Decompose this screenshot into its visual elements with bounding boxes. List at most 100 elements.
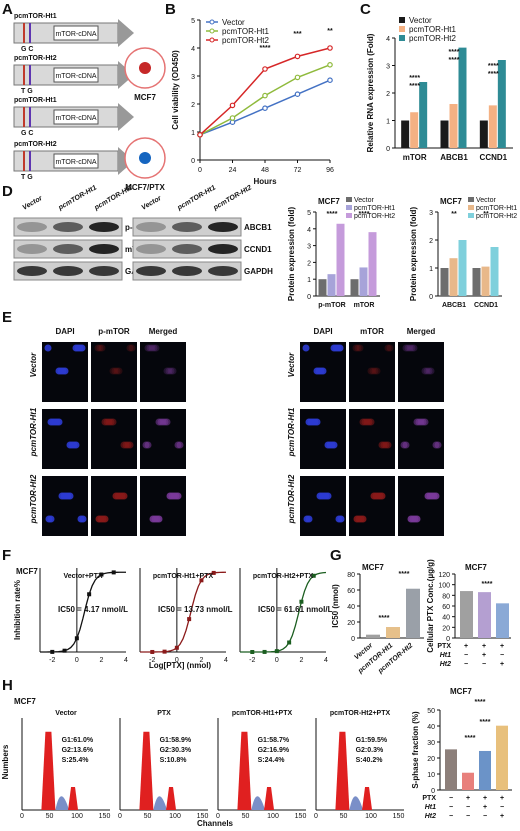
- micro-cell: [302, 344, 310, 352]
- chart-b-sig: **: [327, 28, 333, 35]
- chart-h-s-label: S:10.8%: [160, 757, 188, 764]
- blot-column-label: pcmTOR-Ht2: [212, 184, 253, 212]
- chart-f-point: [87, 592, 92, 597]
- chart-f-point: [111, 570, 116, 575]
- chart-c-legend-label: Vector: [409, 16, 432, 25]
- chart-c-ylabel: Relative RNA expression (Fold): [366, 33, 375, 152]
- chart-h2-row-sign: −: [466, 813, 470, 820]
- micro-tile: [42, 476, 88, 536]
- chart-d2-bar: [458, 240, 467, 296]
- chart-b-point: [262, 105, 268, 112]
- micro-tile: [91, 409, 137, 469]
- chart-c-sig: ****: [409, 83, 420, 90]
- micro-cell: [378, 441, 386, 449]
- chart-c-bar: [401, 120, 410, 148]
- chart-f-xtick-label: -2: [149, 657, 155, 664]
- snp-letters: G C: [21, 130, 33, 137]
- cdna-box: [53, 153, 99, 169]
- chart-b-ytick-label: 0: [191, 158, 195, 165]
- chart-c-legend-swatch: [399, 35, 405, 41]
- chart-d2-legend-swatch: [468, 197, 474, 202]
- chart-h2-bar: [496, 725, 508, 790]
- chart-h-g1-peak: [237, 731, 252, 810]
- chart-f-fit-curve: [139, 571, 227, 653]
- chart-d2-ytick-label: 1: [429, 266, 433, 273]
- chart-h2-row-sign: −: [466, 804, 470, 811]
- chart-g2-ytick-label: 40: [442, 615, 450, 622]
- micro-cell: [77, 515, 85, 523]
- chart-c-ytick-label: 4: [386, 36, 390, 43]
- panel-letter-f: F: [2, 547, 11, 564]
- micro-cell: [94, 344, 102, 352]
- blot-band: [136, 266, 166, 276]
- chart-h-g2-label: G2:30.3%: [160, 747, 192, 754]
- micro-cell: [407, 515, 415, 523]
- chart-g2-row-sign: +: [482, 643, 486, 650]
- chart-d2-bar: [490, 247, 499, 296]
- micro-row-label: Vector: [29, 352, 38, 377]
- blot-band: [172, 222, 202, 232]
- chart-d2-category: CCND1: [474, 302, 498, 309]
- cdna-label: mTOR-cDNA: [55, 115, 96, 122]
- chart-h2-row-sign: −: [500, 804, 504, 811]
- micro-cell: [109, 367, 117, 375]
- chart-f-title: pcmTOR-Ht1+PTX: [153, 573, 214, 580]
- chart-h-ylabel: Numbers: [1, 744, 10, 779]
- micro-cell: [400, 441, 408, 449]
- chart-b-ytick-label: 1: [191, 130, 195, 137]
- chart-h-g1-label: G1:59.5%: [356, 737, 388, 744]
- chart-c-sig: ****: [409, 75, 420, 82]
- chart-d1-ytick-label: 3: [307, 244, 311, 251]
- chart-f-point: [287, 640, 292, 645]
- chart-h2-ytick-label: 10: [427, 772, 435, 779]
- chart-h2-bar: [479, 750, 491, 790]
- chart-g2-ytick-label: 100: [438, 583, 450, 590]
- chart-h-xtick-label: 0: [216, 813, 220, 820]
- chart-f-point: [187, 617, 192, 622]
- chart-h-xtick-label: 0: [20, 813, 24, 820]
- chart-f-cell-label: MCF7: [16, 567, 38, 576]
- micro-cell: [370, 492, 378, 500]
- blot-band: [208, 222, 238, 232]
- chart-b-ytick-label: 2: [191, 102, 195, 109]
- micro-cell: [316, 492, 324, 500]
- blot-band: [17, 266, 47, 276]
- blot-column-label: pcmTOR-Ht1: [176, 184, 217, 212]
- chart-f-point: [262, 649, 267, 654]
- chart-g2-ytick-label: 120: [438, 572, 450, 579]
- cell-label-mcf7ptx: MCF7/PTX: [125, 183, 165, 192]
- blot-band: [53, 244, 83, 254]
- micro-cell: [146, 344, 154, 352]
- chart-h-s-phase: [55, 796, 70, 810]
- micro-cell: [150, 344, 158, 352]
- chart-f-fit-curve: [39, 571, 127, 653]
- chart-b-point: [229, 102, 236, 109]
- chart-h-xtick-label: 100: [71, 813, 83, 820]
- chart-h2-row-sign: −: [449, 813, 453, 820]
- chart-b-ytick-label: 3: [191, 74, 195, 81]
- micro-tile: [349, 476, 395, 536]
- micro-cell: [152, 344, 160, 352]
- chart-d1-legend-label: pcmTOR-Ht2: [354, 213, 395, 220]
- chart-b-legend-marker: [209, 37, 215, 43]
- chart-d2-sig: **: [483, 211, 489, 218]
- chart-b-ytick-label: 4: [191, 46, 195, 53]
- chart-h2-sig: ****: [465, 735, 476, 742]
- micro-cell: [330, 344, 338, 352]
- chart-g2-bar: [496, 603, 509, 638]
- chart-b-point: [327, 77, 333, 84]
- chart-c-sig: ****: [488, 71, 499, 78]
- micro-cell: [423, 367, 431, 375]
- chart-d1-ytick-label: 4: [307, 227, 311, 234]
- chart-f-ic50: IC50 = 13.73 nmol/L: [158, 605, 233, 614]
- chart-f-ic50: IC50 = 4.17 nmol/L: [58, 605, 128, 614]
- chart-h-s-phase: [349, 796, 364, 810]
- chart-g2-bar: [460, 591, 473, 638]
- blot-band: [17, 222, 47, 232]
- chart-f-xtick-label: -2: [249, 657, 255, 664]
- micro-cell: [406, 344, 414, 352]
- chart-c-bar: [458, 47, 467, 148]
- chart-d1-bar: [359, 267, 368, 296]
- cdna-label: mTOR-cDNA: [55, 73, 96, 80]
- chart-h-xtick-label: 0: [314, 813, 318, 820]
